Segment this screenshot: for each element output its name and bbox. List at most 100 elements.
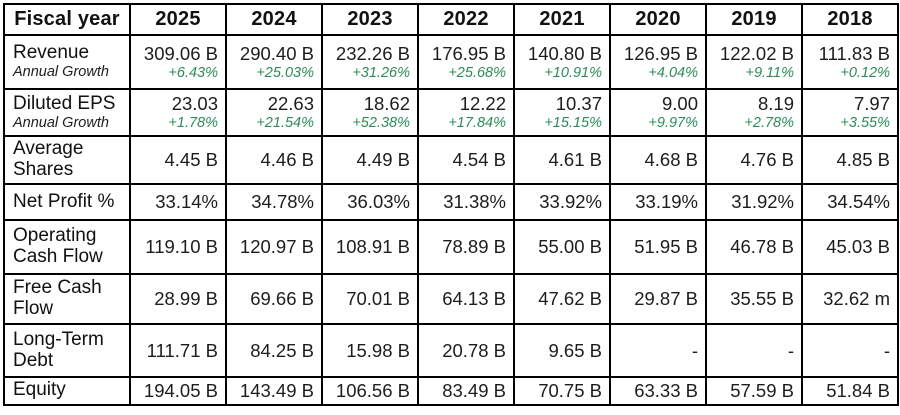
year-column-header: 2024 [225,3,323,36]
metric-name: Free Cash Flow [13,277,102,319]
value-cell: 46.78 B [705,219,803,275]
value-cell: 33.92% [513,183,611,221]
value-cell: 4.85 B [801,135,899,185]
metric-value: 84.25 B [250,339,314,361]
value-cell: 122.02 B +9.11% [705,34,803,90]
metric-value: 35.55 B [730,288,794,310]
value-cell: 20.78 B [417,323,515,378]
value-cell: 12.22 +17.84% [417,88,515,137]
value-cell: 57.59 B [705,376,803,406]
value-cell: 143.49 B [225,376,323,406]
metric-value: 64.13 B [442,288,506,310]
metric-value: 36.03% [347,191,410,213]
fiscal-year-header: Fiscal year [3,3,131,36]
row-label: Diluted EPS Annual Growth [3,88,131,137]
metric-name: Diluted EPS [13,92,116,114]
value-cell: 84.25 B [225,323,323,378]
fiscal-table-container: Fiscal year 2025 2024 2023 2022 2021 2020 2019 2… [3,3,899,406]
year-column-header: 2020 [609,3,707,36]
value-cell: 55.00 B [513,219,611,275]
metric-value: 51.95 B [634,236,698,258]
year-column-header: 2022 [417,3,515,36]
metric-value: 143.49 B [239,380,314,401]
metric-value: 4.54 B [452,149,507,171]
year-column-header: 2019 [705,3,803,36]
metric-value: 22.63 [267,93,314,115]
metric-value: 83.49 B [442,380,506,401]
metric-value: 4.49 B [356,149,411,171]
growth-value: +17.84% [448,115,506,132]
year-column-header: 2021 [513,3,611,36]
value-cell: - [609,323,707,378]
metric-name: Net Profit % [13,190,115,212]
year-column-header: 2023 [321,3,419,36]
metric-value: 290.40 B [239,42,314,64]
metric-value: 309.06 B [143,42,218,64]
metric-value: 29.87 B [634,288,698,310]
value-cell: 15.98 B [321,323,419,378]
value-cell: 4.46 B [225,135,323,185]
metric-value: 108.91 B [335,236,410,258]
metric-value: 4.61 B [548,149,603,171]
growth-value: +25.03% [256,64,314,81]
metric-value: 31.92% [731,191,794,213]
metric-value: 70.75 B [538,380,602,401]
year-column-header: 2025 [129,3,227,36]
metric-value: 51.84 B [826,380,890,401]
value-cell: 232.26 B +31.26% [321,34,419,90]
row-label: Revenue Annual Growth [3,34,131,90]
metric-value: 33.19% [635,191,698,213]
metric-value: 32.62 m [823,288,890,310]
value-cell: 33.14% [129,183,227,221]
growth-value: +2.78% [744,115,794,132]
annual-growth-sublabel: Annual Growth [13,114,109,131]
value-cell: 9.65 B [513,323,611,378]
metric-value: 12.22 [459,93,506,115]
table-row: Long-Term Debt 111.71 B 84.25 B 15.98 B 20.7… [3,323,899,378]
value-cell: 4.49 B [321,135,419,185]
value-cell: 70.01 B [321,273,419,325]
metric-value: 140.80 B [527,42,602,64]
row-label: Equity [3,376,131,406]
value-cell: - [801,323,899,378]
value-cell: 108.91 B [321,219,419,275]
metric-value: 46.78 B [730,236,794,258]
metric-value: 106.56 B [335,380,410,401]
value-cell: 28.99 B [129,273,227,325]
growth-value: +15.15% [544,115,602,132]
metric-name: Average Shares [13,138,84,180]
metric-value: 122.02 B [719,42,794,64]
metric-value: 111.83 B [818,42,890,64]
value-cell: 18.62 +52.38% [321,88,419,137]
value-cell: 78.89 B [417,219,515,275]
value-cell: - [705,323,803,378]
metric-value: 45.03 B [826,236,890,258]
value-cell: 290.40 B +25.03% [225,34,323,90]
value-cell: 51.84 B [801,376,899,406]
header-row: Fiscal year 2025 2024 2023 2022 2021 2020 2019 2… [3,3,899,36]
metric-value: 176.95 B [431,42,506,64]
metric-value: 4.85 B [836,149,891,171]
table-row: Revenue Annual Growth 309.06 B +6.43% 290.40… [3,34,899,90]
metric-value: 34.78% [251,191,314,213]
table-row: Net Profit % 33.14% 34.78% 36.03% 31.38% 33.9… [3,183,899,221]
metric-value: 8.19 [757,93,794,115]
metric-value: 9.00 [661,93,698,115]
metric-value: 18.62 [363,93,410,115]
table-row: Diluted EPS Annual Growth 23.03 +1.78% 22.63… [3,88,899,137]
growth-value: +3.55% [840,115,890,132]
growth-value: +52.38% [352,115,410,132]
value-cell: 140.80 B +10.91% [513,34,611,90]
value-cell: 83.49 B [417,376,515,406]
growth-value: +9.11% [745,64,794,81]
value-cell: 64.13 B [417,273,515,325]
value-cell: 126.95 B +4.04% [609,34,707,90]
growth-value: +9.97% [648,115,698,132]
table-row: Equity 194.05 B 143.49 B 106.56 B 83.49 B 70.… [3,376,899,406]
table-row: Operating Cash Flow 119.10 B 120.97 B 108.9… [3,219,899,275]
metric-value: 69.66 B [250,288,314,310]
row-label: Free Cash Flow [3,273,131,325]
value-cell: 8.19 +2.78% [705,88,803,137]
metric-value: 23.03 [171,93,218,115]
metric-value: 33.14% [155,191,218,213]
